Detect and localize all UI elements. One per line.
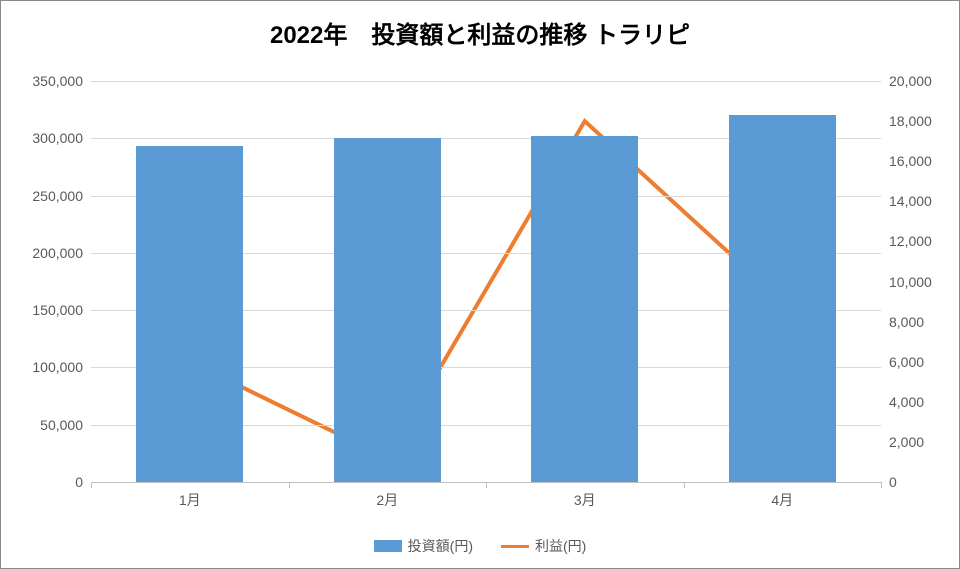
bar	[136, 146, 243, 482]
y-right-label: 12,000	[889, 233, 932, 249]
y-left-label: 0	[75, 474, 83, 490]
y-left-label: 250,000	[32, 188, 83, 204]
chart-title: 2022年 投資額と利益の推移 トラリピ	[1, 1, 959, 58]
x-category-label: 3月	[574, 490, 596, 510]
legend-swatch-bar	[374, 540, 402, 552]
y-left-label: 200,000	[32, 245, 83, 261]
bar	[729, 115, 836, 482]
x-tick	[881, 482, 882, 488]
y-left-label: 100,000	[32, 359, 83, 375]
y-right-label: 10,000	[889, 274, 932, 290]
x-category-label: 4月	[771, 490, 793, 510]
y-right-label: 18,000	[889, 113, 932, 129]
y-left-label: 300,000	[32, 130, 83, 146]
y-left-label: 150,000	[32, 302, 83, 318]
x-tick	[289, 482, 290, 488]
y-right-label: 2,000	[889, 434, 924, 450]
x-category-label: 1月	[179, 490, 201, 510]
y-right-label: 16,000	[889, 153, 932, 169]
y-right-label: 8,000	[889, 314, 924, 330]
bar	[531, 136, 638, 482]
plot-area: 050,000100,000150,000200,000250,000300,0…	[91, 81, 881, 483]
x-category-label: 2月	[376, 490, 398, 510]
bar	[334, 138, 441, 482]
legend-item-bar: 投資額(円)	[374, 536, 473, 556]
legend-item-line: 利益(円)	[501, 536, 586, 556]
line-series	[190, 121, 783, 458]
legend-bar-label: 投資額(円)	[408, 536, 473, 556]
legend-line-label: 利益(円)	[535, 536, 586, 556]
grid-line	[91, 81, 881, 82]
y-right-label: 4,000	[889, 394, 924, 410]
x-tick	[684, 482, 685, 488]
y-right-label: 0	[889, 474, 897, 490]
chart-container: 2022年 投資額と利益の推移 トラリピ 050,000100,000150,0…	[0, 0, 960, 569]
x-tick	[91, 482, 92, 488]
y-left-label: 50,000	[40, 417, 83, 433]
y-right-label: 6,000	[889, 354, 924, 370]
y-left-label: 350,000	[32, 73, 83, 89]
y-right-label: 14,000	[889, 193, 932, 209]
legend: 投資額(円) 利益(円)	[1, 536, 959, 556]
y-right-label: 20,000	[889, 73, 932, 89]
x-tick	[486, 482, 487, 488]
legend-swatch-line	[501, 545, 529, 548]
